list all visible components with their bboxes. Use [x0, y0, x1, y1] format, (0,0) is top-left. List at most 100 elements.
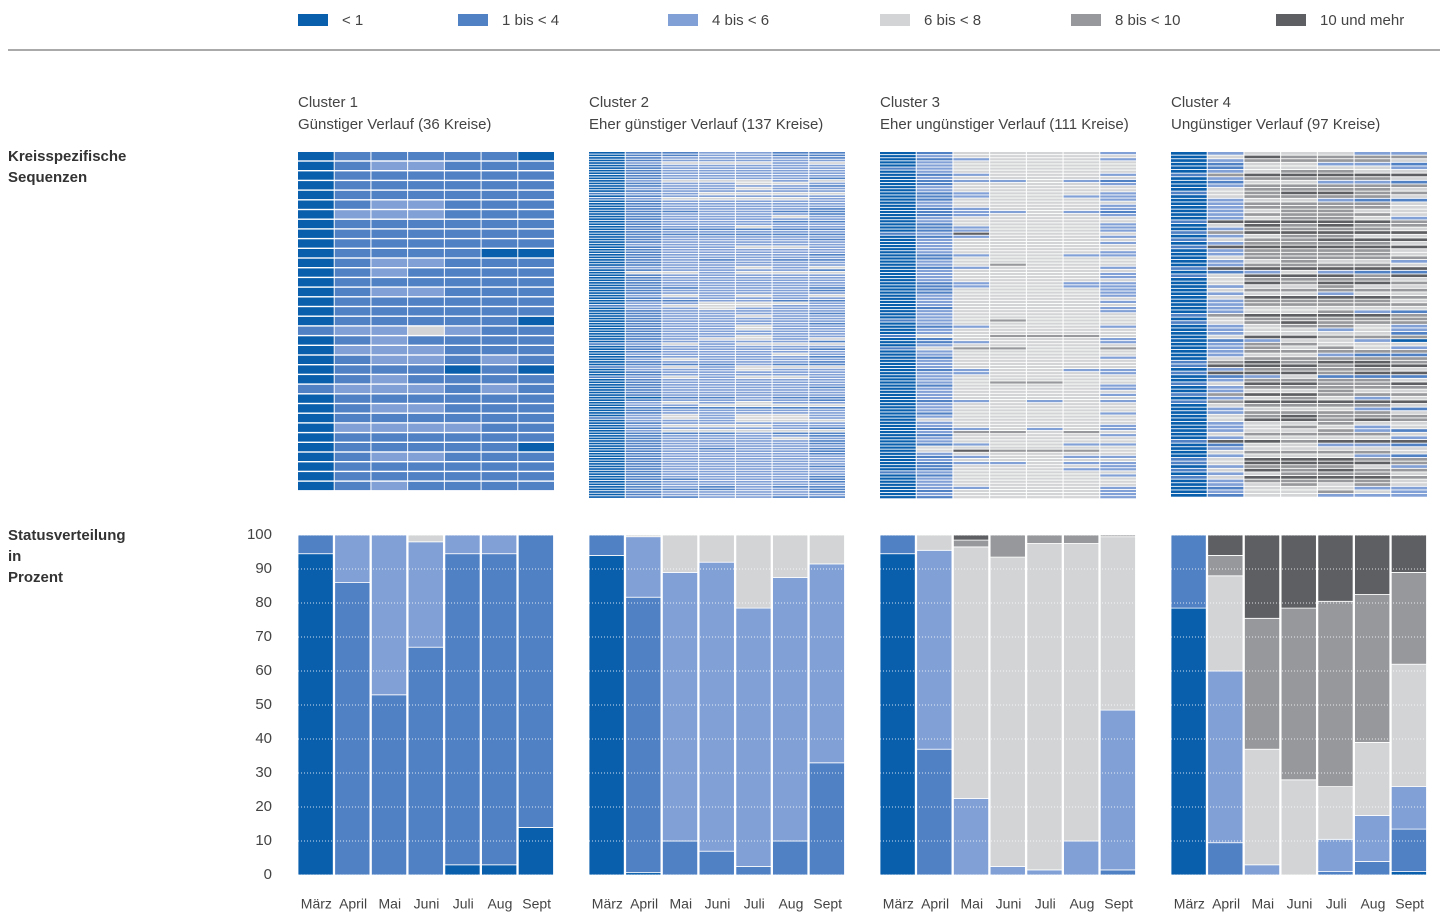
sequence-cell	[916, 303, 953, 307]
sequence-cell	[1391, 191, 1427, 195]
sequence-cell	[1244, 378, 1281, 382]
sequence-cell	[481, 229, 518, 238]
sequence-cell	[1317, 191, 1354, 195]
sequence-cell	[735, 327, 772, 330]
sequence-cell	[444, 171, 481, 180]
bar-segment	[953, 798, 990, 876]
sequence-cell	[1207, 274, 1244, 278]
sequence-cell	[735, 480, 772, 483]
sequence-cell	[1026, 328, 1063, 331]
sequence-cell	[880, 257, 916, 260]
sequence-cell	[1244, 321, 1281, 324]
sequence-cell	[1244, 389, 1281, 393]
sequence-cell	[699, 394, 735, 396]
sequence-cell	[990, 372, 1026, 375]
sequence-cell	[1100, 269, 1136, 272]
x-tick-label: Juni	[996, 896, 1022, 912]
sequence-cell	[809, 348, 845, 350]
sequence-cell	[408, 278, 444, 287]
sequence-cell	[699, 442, 735, 445]
sequence-cell	[1100, 303, 1136, 307]
sequence-cell	[1317, 411, 1354, 414]
sequence-cell	[699, 274, 735, 277]
sequence-cell	[772, 412, 809, 414]
sequence-cell	[625, 381, 662, 384]
sequence-cell	[772, 368, 809, 371]
sequence-cell	[298, 239, 334, 248]
sequence-cell	[589, 366, 625, 368]
sequence-cell	[990, 279, 1026, 282]
sequence-cell	[880, 390, 916, 393]
sequence-cell	[916, 201, 953, 204]
sequence-cell	[1391, 454, 1427, 458]
sequence-cell	[1281, 238, 1317, 242]
sequence-cell	[1244, 357, 1281, 360]
sequence-cell	[953, 477, 990, 480]
sequence-cell	[916, 390, 953, 393]
sequence-cell	[1026, 390, 1063, 393]
sequence-cell	[589, 195, 625, 197]
sequence-cell	[1026, 400, 1063, 403]
sequence-cell	[735, 488, 772, 491]
sequence-cell	[1244, 173, 1281, 177]
bar-segment	[662, 840, 699, 876]
sequence-cell	[916, 415, 953, 418]
sequence-cell	[880, 266, 916, 269]
sequence-cell	[625, 251, 662, 254]
sequence-cell	[1207, 191, 1244, 195]
sequence-cell	[916, 260, 953, 263]
sequence-cell	[1391, 216, 1427, 220]
sequence-cell	[990, 248, 1026, 251]
sequence-cell	[1063, 390, 1100, 393]
sequence-cell	[662, 162, 699, 164]
sequence-cell	[953, 322, 990, 325]
sequence-cell	[1354, 306, 1391, 310]
sequence-cell	[589, 294, 625, 297]
sequence-cell	[916, 307, 953, 310]
sequence-cell	[1354, 213, 1391, 216]
sequence-cell	[1207, 461, 1244, 465]
sequence-cell	[662, 409, 699, 412]
sequence-cell	[809, 491, 845, 493]
sequence-cell	[1207, 245, 1244, 249]
sequence-cell	[589, 180, 625, 182]
sequence-cell	[735, 325, 772, 328]
sequence-cell	[662, 205, 699, 208]
sequence-cell	[1317, 299, 1354, 303]
sequence-cell	[371, 278, 408, 287]
sequence-cell	[334, 346, 371, 355]
sequence-cell	[1391, 494, 1427, 497]
sequence-cell	[1281, 458, 1317, 461]
sequence-cell	[1317, 458, 1354, 461]
bar-segment	[1026, 543, 1063, 871]
sequence-cell	[1244, 306, 1281, 310]
sequence-cell	[772, 445, 809, 447]
sequence-cell	[916, 400, 953, 403]
sequence-cell	[699, 455, 735, 458]
sequence-cell	[1100, 316, 1136, 319]
sequence-cell	[809, 236, 845, 238]
sequence-cell	[735, 422, 772, 424]
sequence-cell	[990, 238, 1026, 241]
sequence-cell	[1026, 251, 1063, 254]
sequence-cell	[1063, 406, 1100, 409]
sequence-cell	[880, 471, 916, 474]
sequence-cell	[880, 161, 916, 164]
sequence-cell	[298, 413, 334, 423]
sequence-cell	[589, 399, 625, 401]
sequence-cell	[371, 268, 408, 277]
sequence-cell	[916, 489, 953, 493]
sequence-cell	[1244, 267, 1281, 270]
sequence-cell	[1391, 184, 1427, 188]
sequence-cell	[1063, 186, 1100, 189]
sequence-cell	[1026, 198, 1063, 201]
sequence-cell	[772, 271, 809, 274]
sequence-cell	[699, 350, 735, 353]
sequence-cell	[662, 391, 699, 394]
sequence-cell	[699, 266, 735, 269]
sequence-cell	[1063, 285, 1100, 288]
sequence-cell	[953, 248, 990, 251]
sequence-cell	[371, 316, 408, 326]
bar-segment	[916, 748, 953, 876]
sequence-cell	[662, 429, 699, 432]
